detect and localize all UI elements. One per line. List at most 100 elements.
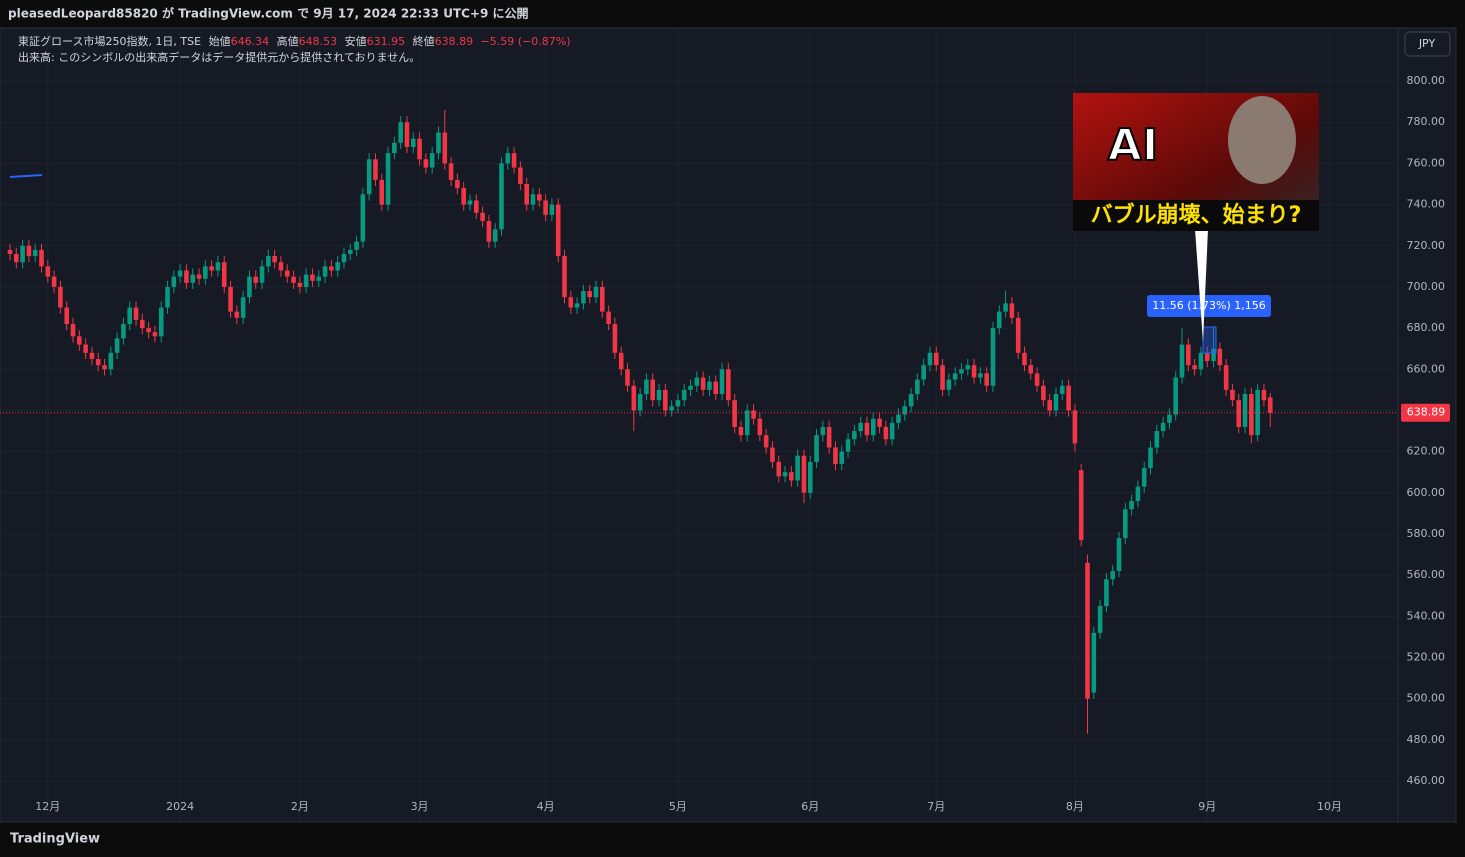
candle-body — [631, 385, 637, 411]
candle-body — [184, 270, 189, 283]
y-tick-label: 520.00 — [1407, 651, 1446, 664]
candle-body — [1034, 373, 1040, 386]
candle-body — [870, 418, 876, 436]
candle-body — [335, 262, 340, 271]
candle-body — [436, 132, 441, 154]
candle-body — [675, 400, 681, 407]
annotation-pointer — [1195, 229, 1208, 342]
candle-body — [177, 270, 183, 277]
measure-tooltip — [1147, 295, 1271, 317]
candle-body — [952, 373, 958, 380]
candle-body — [707, 381, 712, 390]
change-value: −5.59 (−0.87%) — [481, 35, 571, 48]
candle-body — [883, 426, 889, 440]
candle-body — [26, 245, 32, 257]
candle-body — [461, 188, 466, 205]
candle-body — [826, 426, 832, 448]
annotation-headline: AI — [1108, 120, 1158, 171]
candle-body — [530, 194, 536, 205]
last-price-tag — [1401, 403, 1450, 422]
candle-body — [612, 323, 618, 353]
candle-body — [984, 373, 989, 386]
candle-body — [1230, 389, 1235, 401]
candle-body — [140, 319, 145, 329]
y-tick-label: 500.00 — [1407, 692, 1446, 705]
candle-body — [7, 249, 13, 254]
y-tick-label: 460.00 — [1407, 774, 1446, 787]
candle-body — [1236, 400, 1242, 427]
candle-body — [83, 344, 88, 353]
candle-body — [726, 369, 731, 401]
candle-body — [64, 307, 70, 324]
candle-body — [1154, 431, 1160, 448]
candle-body — [127, 307, 133, 324]
candle-body — [990, 328, 996, 386]
candle-body — [555, 204, 561, 257]
candle-body — [1249, 393, 1254, 436]
candle-body — [385, 153, 391, 205]
annotation-caption: バブル崩壊、始まり? — [1091, 202, 1302, 228]
candle-body — [978, 373, 983, 378]
candle-body — [392, 142, 397, 154]
currency-label[interactable]: JPY — [1418, 37, 1436, 50]
candle-body — [889, 422, 895, 440]
candle-body — [259, 266, 265, 283]
candle-body — [253, 276, 259, 283]
header-text: pleasedLeopard85820 が TradingView.com で … — [8, 6, 529, 21]
y-tick-label: 680.00 — [1407, 321, 1446, 334]
candle-body — [417, 138, 422, 160]
measure-label: 11.56 (1.73%) 1,156 — [1152, 299, 1266, 312]
candle-body — [423, 159, 429, 168]
candle-body — [1028, 365, 1034, 374]
candle-body — [404, 122, 410, 147]
currency-button[interactable] — [1404, 31, 1451, 57]
y-tick-label: 720.00 — [1407, 239, 1446, 252]
candle-body — [51, 276, 57, 287]
candle-body — [656, 389, 662, 401]
candle-body — [266, 256, 271, 267]
candle-body — [996, 311, 1002, 329]
candle-body — [228, 286, 233, 312]
candle-body — [946, 379, 952, 390]
candle-body — [1135, 486, 1141, 502]
open-value: 646.34 — [231, 35, 270, 48]
candle-body — [669, 406, 674, 411]
candle-body — [877, 418, 882, 427]
candle-body — [858, 422, 863, 432]
candle-body — [681, 389, 687, 401]
candle-body — [795, 455, 800, 481]
candle-body — [700, 377, 706, 390]
candle-body — [637, 393, 643, 411]
y-tick-label: 780.00 — [1407, 115, 1446, 128]
y-tick-label: 580.00 — [1407, 527, 1446, 540]
open-label: 始値 — [209, 34, 231, 48]
close-value: 638.89 — [435, 35, 474, 48]
trend-line-drawing — [9, 174, 43, 178]
candle-body — [807, 461, 813, 493]
candle-body — [593, 286, 599, 298]
candle-body — [814, 435, 819, 462]
candle-body — [908, 393, 914, 407]
candle-body — [618, 352, 624, 370]
candle-body — [297, 282, 303, 287]
candle-body — [1217, 348, 1223, 366]
candle-body — [713, 381, 719, 394]
candle-body — [1129, 501, 1134, 510]
candle-body — [511, 153, 517, 168]
candle-body — [644, 379, 649, 394]
candle-body — [1223, 365, 1229, 390]
candle-body — [322, 266, 328, 277]
candle-body — [606, 311, 611, 324]
x-tick-label: 8月 — [1066, 800, 1084, 813]
candle-body — [1047, 400, 1052, 411]
candle-body — [240, 297, 246, 318]
x-tick-label: 6月 — [801, 800, 819, 813]
candle-body — [1072, 410, 1078, 444]
y-tick-label: 740.00 — [1407, 198, 1446, 211]
candle-body — [574, 303, 580, 308]
candle-body — [455, 179, 460, 189]
candle-body — [1242, 393, 1248, 427]
candle-body — [14, 253, 19, 263]
x-tick-label: 10月 — [1317, 800, 1342, 813]
